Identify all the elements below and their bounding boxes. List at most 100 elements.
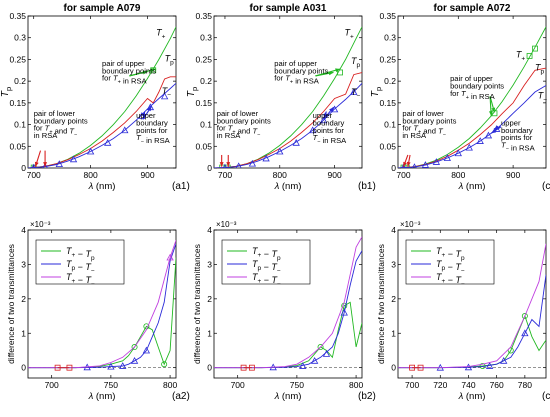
y-tick-label: 0.25 [9,54,26,64]
arrow-head [403,161,407,167]
data-point [409,364,415,371]
arrow-head [488,111,493,116]
data-point [454,149,462,157]
annotation-text: T+ [516,49,526,62]
data-point [248,364,255,371]
y-tick-label: 0 [21,163,26,173]
plot-area [214,26,362,168]
data-point [86,147,95,155]
annotation-text: upper [313,111,333,120]
x-tick-label: 700 [231,380,245,390]
annotation-text: T− [162,86,172,99]
data-point [337,69,343,76]
x-axis-label: λ (nm) [88,181,116,192]
data-point [476,137,484,144]
data-point [340,308,348,316]
arrow-head [491,107,496,113]
panel-title: for sample A072 [434,3,511,14]
data-point [401,163,406,168]
annotation-text: pair of upper [450,74,493,83]
x-tick-label: 700 [218,170,232,180]
y-tick-label: 0.15 [195,98,212,108]
data-point [66,364,73,371]
series-line [28,76,176,168]
data-point [500,356,508,364]
y-tick-label: 1 [391,328,396,338]
y-tick-label: 0.25 [379,54,396,64]
annotation-text: pair of lower [34,109,76,118]
x-tick-label: 780 [518,380,532,390]
data-point [69,155,78,163]
y-axis-label: difference of two transmittances [192,244,202,364]
arrow-head [329,107,334,113]
annotation-arrow [129,68,157,77]
y-tick-label: 0 [207,363,212,373]
data-point [248,159,257,167]
data-point [317,344,324,351]
annotation-text: points for [313,126,345,135]
data-point [350,88,358,95]
panel-label: (c2) [542,391,550,402]
data-point [55,160,63,167]
y-tick-label: 0.05 [9,141,26,151]
y-tick-label: 1 [21,328,26,338]
annotation-text: for T+ in RSA [102,74,148,86]
x-axis-label: λ (nm) [274,181,302,192]
y-tick-label: 4 [391,225,396,235]
annotation-text: in RSA [34,131,59,140]
y-tick-label: 3 [391,259,396,269]
x-tick-label: 900 [140,170,154,180]
legend-entry: Tp − T− [66,259,95,275]
annotation-text: boundary [501,126,533,135]
data-point [521,313,528,320]
annotation-text: in RSA [217,131,242,140]
data-point [417,364,424,371]
y-tick-label: 0 [21,363,26,373]
x-tick-label: 740 [461,380,475,390]
y-axis-label: Tp [370,87,383,97]
x-tick-label: 800 [349,380,363,390]
data-point [521,329,529,337]
annotation-text: T− [538,91,548,104]
data-point [319,116,328,124]
annotation-text: for T+ in RSA [450,89,496,101]
annotation-text: pair of upper [274,59,317,68]
data-point [54,364,61,371]
panel-c1: 700 800 900 0 0.05 0.1 0.15 0.2 0.25 0.3 0.35 for s… [370,3,550,192]
annotation-text: points for [501,133,533,142]
exponent-label: ×10⁻³ [30,220,51,229]
data-point [42,162,48,168]
y-tick-label: 0 [391,163,396,173]
panel-title: for sample A079 [64,3,141,14]
arrow-head [491,129,497,134]
legend-entry: T+ − Tp [252,246,281,262]
arrow-head [147,106,152,112]
panel-a1: 700 800 900 0 0.05 0.1 0.15 0.2 0.25 0.3 0.35 for s… [0,3,190,192]
y-axis-label: difference of two transmittances [376,244,386,364]
data-point [240,364,247,371]
data-point [121,126,129,134]
annotation-text: Tp [351,56,361,69]
annotation-text: upper [136,111,156,120]
arrow-head [219,162,224,167]
x-axis-label: λ (nm) [274,391,302,402]
annotation-text: boundary points [34,116,88,125]
x-tick-label: 700 [27,170,41,180]
data-point [235,162,242,168]
annotation-text: T+ [344,28,354,41]
panel-label: (b1) [358,181,376,192]
x-axis-label: λ (nm) [458,391,486,402]
y-tick-label: 0.1 [14,120,26,130]
legend-entry: T+ − T− [436,272,465,288]
x-tick-label: 760 [490,380,504,390]
arrow-head [406,161,411,167]
legend-entry: T+ − Tp [436,246,465,262]
data-point [421,161,430,168]
x-tick-label: 800 [84,170,98,180]
plot-area [398,26,546,168]
arrow-head [34,161,39,167]
y-tick-label: 0 [391,363,396,373]
panel-title: for sample A031 [250,3,327,14]
